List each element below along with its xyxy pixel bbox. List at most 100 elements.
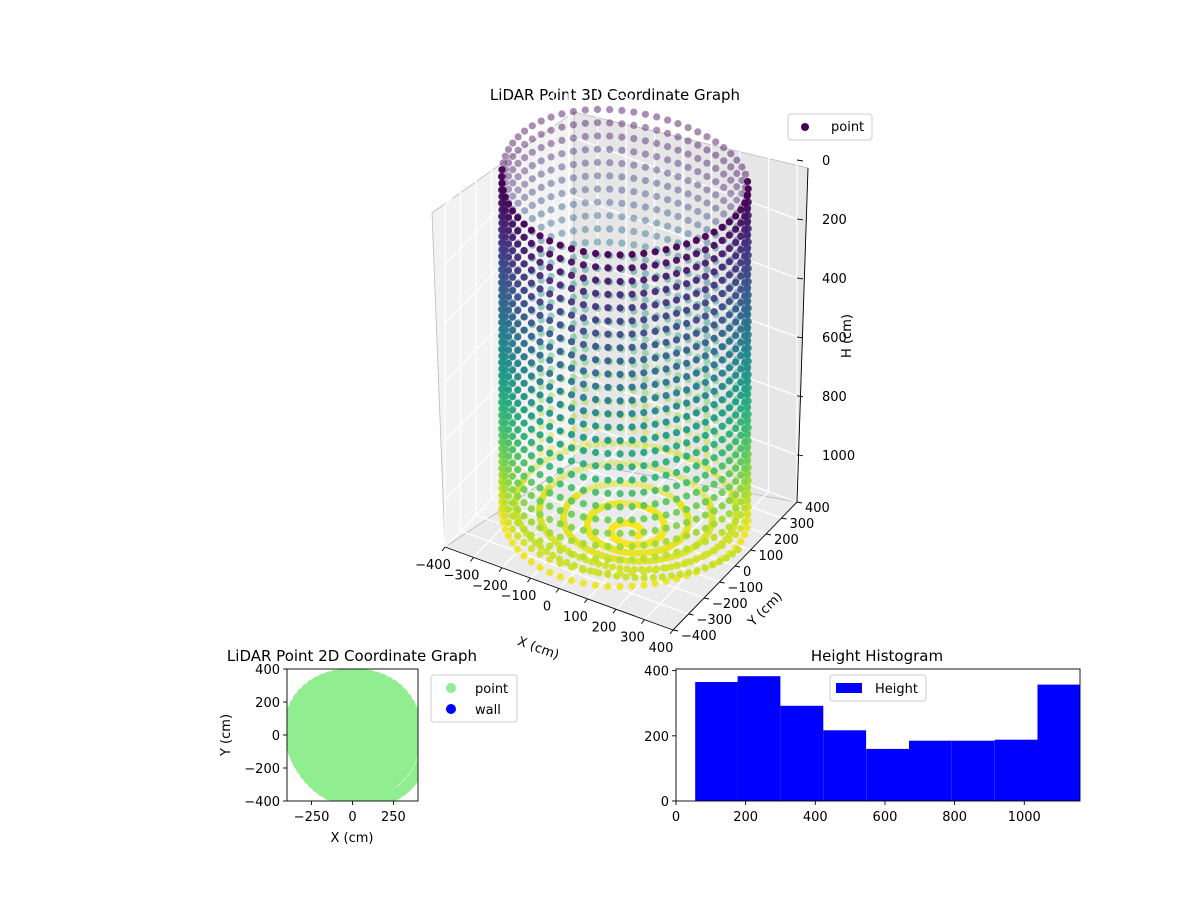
data-point-3d [631, 574, 639, 582]
data-point-3d [692, 422, 700, 430]
data-point-3d [628, 476, 636, 484]
data-point-3d [563, 558, 571, 567]
data-point-3d [508, 247, 517, 255]
data-point-3d [520, 406, 528, 414]
data-point-3d [579, 553, 588, 561]
data-point-3d [743, 404, 751, 412]
data-point-3d [536, 245, 544, 253]
data-point-3d [684, 216, 692, 224]
legend-3d-marker [801, 123, 809, 131]
data-point-3d [579, 420, 588, 428]
data-point-3d [504, 320, 513, 328]
data-point-3d [641, 415, 650, 423]
data-point-3d [737, 537, 745, 546]
data-point-2d [404, 723, 418, 738]
data-point-3d [604, 410, 612, 418]
data-point-3d [720, 197, 728, 205]
data-point-3d [662, 511, 670, 519]
data-point-3d [703, 226, 711, 234]
data-point-3d [741, 199, 749, 207]
plot-2d[interactable]: LiDAR Point 2D Coordinate Graph −250 0 250… [219, 647, 518, 846]
h-tick-3d [796, 277, 804, 280]
data-point-3d [569, 121, 578, 129]
data-point-3d [674, 226, 682, 234]
x-tick-label-3d: 100 [563, 610, 588, 625]
data-point-3d [725, 258, 733, 266]
y-tick-3d [796, 501, 803, 504]
data-point-3d [581, 106, 589, 114]
data-point-3d [672, 389, 681, 397]
data-point-3d [546, 330, 554, 338]
data-point-3d [734, 546, 742, 554]
data-point-3d [701, 511, 710, 519]
data-point-3d [618, 239, 626, 247]
data-point-3d [660, 564, 668, 572]
data-point-3d [604, 330, 612, 338]
data-point-3d [508, 233, 517, 242]
data-point-3d [546, 462, 554, 470]
data-point-3d [672, 429, 681, 437]
data-point-3d [718, 356, 726, 364]
data-point-3d [499, 438, 507, 446]
data-point-3d [691, 483, 700, 491]
data-point-3d [640, 482, 648, 490]
data-point-3d [733, 196, 741, 204]
x-tick-label-3d: −200 [472, 579, 508, 594]
data-point-3d [501, 392, 509, 400]
legend-2d-marker-wall [446, 704, 456, 714]
data-point-3d [710, 347, 718, 356]
data-point-3d [703, 305, 711, 313]
z-axis-line-3d [796, 167, 809, 503]
data-point-3d [725, 351, 733, 359]
data-point-3d [546, 529, 554, 537]
data-point-3d [579, 407, 588, 415]
data-point-3d [581, 239, 589, 247]
data-point-3d [520, 459, 528, 467]
data-point-3d [738, 163, 746, 171]
data-point-3d [715, 557, 724, 566]
data-point-3d [504, 479, 513, 487]
data-point-3d [651, 447, 659, 455]
data-point-3d [672, 296, 681, 304]
data-point-3d [504, 532, 513, 540]
data-point-3d [556, 387, 564, 395]
data-point-3d [504, 452, 513, 460]
data-point-3d [509, 192, 517, 200]
data-point-3d [741, 170, 750, 178]
data-point-3d [628, 317, 636, 325]
data-point-3d [546, 316, 554, 325]
data-point-3d [567, 298, 576, 306]
data-point-3d [692, 488, 700, 497]
plot-3d[interactable]: LiDAR Point 3D Coordinate Graph −400−300… [415, 76, 873, 663]
data-point-3d [727, 150, 735, 158]
data-point-3d [710, 281, 718, 289]
data-point-3d [725, 443, 733, 452]
data-point-3d [710, 241, 718, 249]
point-cloud [498, 105, 752, 591]
data-point-3d [741, 371, 749, 380]
data-point-3d [728, 550, 736, 558]
data-point-3d [741, 411, 749, 419]
data-point-2d [416, 756, 418, 764]
data-point-3d [646, 557, 655, 565]
data-point-3d [616, 344, 624, 352]
x-tick-3d [527, 577, 531, 583]
data-point-3d [547, 219, 555, 227]
data-point-3d [504, 293, 513, 301]
data-point-3d [536, 285, 544, 293]
data-point-3d [672, 402, 681, 410]
data-point-3d [674, 133, 682, 141]
data-point-3d [567, 484, 576, 492]
data-point-3d [514, 439, 522, 447]
data-point-3d [558, 110, 566, 118]
data-point-3d [592, 356, 600, 364]
data-point-3d [527, 545, 536, 553]
data-point-3d [687, 558, 695, 566]
data-point-3d [556, 321, 564, 329]
data-point-3d [741, 398, 749, 406]
data-point-3d [683, 373, 691, 381]
data-point-3d [732, 331, 740, 340]
plot-histogram[interactable]: Height Histogram 0 200 400 600 800 1000020040… [644, 647, 1081, 825]
data-point-3d [662, 352, 670, 360]
data-point-3d [641, 163, 650, 171]
